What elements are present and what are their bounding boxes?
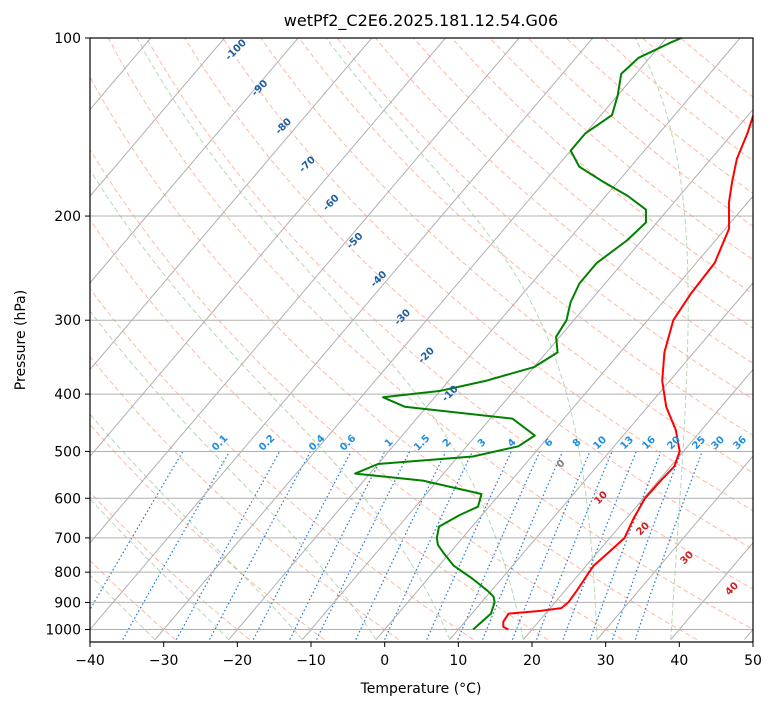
y-tick-label: 1000 [45,623,81,639]
moist-adiabat-line [90,168,451,640]
isotherm-gridline [90,38,373,371]
dry-adiabat-line [90,491,251,640]
dry-adiabat-line [90,423,325,640]
mixing-ratio-line [634,451,703,640]
mixing-ratio-line [457,451,541,640]
x-tick-label: −10 [296,653,326,669]
isotherm-gridline [90,38,446,457]
dry-adiabat-line [107,38,753,631]
y-tick-label: 800 [54,565,81,581]
mixing-ratio-line [511,451,591,640]
moist-adiabat-line [90,574,156,640]
dry-adiabat-line [375,38,753,365]
moist-adiabat-line [90,310,377,640]
x-axis-title: Temperature (°C) [360,681,482,697]
moist-adiabat-line [634,38,689,640]
mixing-ratio-line [355,451,447,640]
y-tick-label: 500 [54,444,81,460]
temperature-profile-line [502,112,753,631]
y-axis-title: Pressure (hPa) [13,290,29,390]
x-tick-label: 20 [523,653,541,669]
axes: −40 −30 −20 −10 0 10 20 30 40 50 100 200 300 400 500 60… [45,31,762,669]
dry-adiabat-line [90,75,698,641]
chart-title: wetPf2_C2E6.2025.181.12.54.G06 [284,11,558,31]
y-tick-label: 900 [54,595,81,611]
y-tick-label: 400 [54,387,81,403]
mixing-ratio-line [482,451,564,640]
y-tick-label: 200 [54,209,81,225]
mixing-ratio-line [426,451,512,640]
isotherm-gridline [90,38,520,544]
mixing-ratio-line [562,451,637,640]
isotherm-gridline [302,108,753,640]
moist-adiabat-line [90,498,230,640]
dry-adiabat-line [145,38,753,590]
isotherm-gridline [90,38,225,197]
mixing-ratio-line [611,451,683,640]
moist-adiabat-line [136,38,524,640]
isotherm-gridline [375,195,753,640]
dry-adiabat-line [222,38,753,512]
dry-adiabat-line [90,148,623,641]
isotherm-gridline [449,282,753,640]
dry-adiabat-line [90,219,549,641]
x-tick-label: 0 [380,653,389,669]
y-tick-label: 700 [54,531,81,547]
mixing-ratio-line [384,451,474,640]
x-tick-label: 10 [449,653,467,669]
isotherm-gridline [90,38,299,284]
x-tick-label: −30 [149,653,179,669]
x-tick-label: −40 [75,653,105,669]
isotherm-gridline [523,368,753,640]
plot-area [90,38,753,641]
isotherm-gridline [596,455,753,640]
mixing-ratio-line [536,451,613,640]
dry-adiabat-line [451,38,753,295]
x-tick-label: 40 [670,653,688,669]
mixing-ratio-line [209,451,312,640]
y-tick-label: 100 [54,31,81,47]
x-tick-label: 30 [597,653,615,669]
plot-frame [89,37,754,643]
isotherm-gridline [90,38,594,631]
y-tick-label: 600 [54,491,81,507]
mixing-ratio-line [122,451,231,640]
y-tick-label: 300 [54,313,81,329]
moist-adiabat-line [325,38,598,640]
mixing-ratio-line [589,451,662,640]
dry-adiabat-line [260,38,753,474]
mixing-ratio-line [90,451,184,611]
x-tick-label: −20 [223,653,253,669]
dry-adiabat-line [90,287,474,641]
dewpoint-profile-line [354,38,682,631]
isotherm-gridline [228,38,741,640]
x-tick-label: 50 [744,653,762,669]
